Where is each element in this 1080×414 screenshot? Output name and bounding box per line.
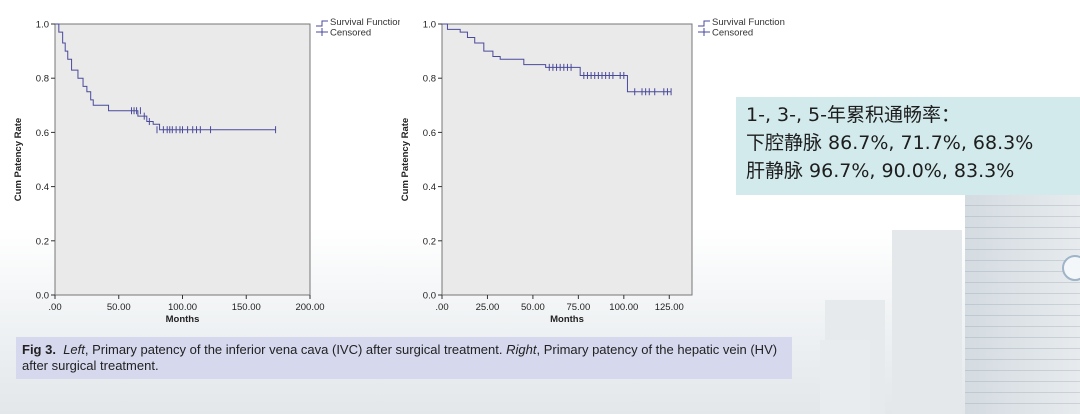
background-building	[820, 340, 870, 414]
background-building	[965, 185, 1080, 414]
caption-text-right: , Primary patency of the hepatic vein (H…	[22, 342, 778, 373]
x-tick-label: 100.00	[168, 302, 197, 313]
summary-ivc-rates: 下腔静脉 86.7%, 71.7%, 68.3%	[746, 132, 1034, 154]
x-tick-label: 50.00	[107, 302, 131, 313]
y-axis-title: Cum Patency Rate	[13, 118, 24, 201]
figure-caption: Fig 3. Left, Primary patency of the infe…	[16, 337, 792, 379]
y-tick-label: 0.6	[423, 128, 436, 139]
y-tick-label: 1.0	[36, 20, 49, 31]
y-tick-label: 0.6	[36, 128, 49, 139]
y-tick-label: 0.8	[423, 74, 436, 85]
summary-title: 1-, 3-, 5-年累积通畅率：	[746, 104, 960, 126]
y-axis-title: Cum Patency Rate	[400, 118, 411, 201]
x-tick-label: 50.00	[521, 302, 545, 313]
building-windows	[965, 185, 1080, 414]
patency-summary-box: 1-, 3-, 5-年累积通畅率： 下腔静脉 86.7%, 71.7%, 68.…	[736, 97, 1080, 195]
y-tick-label: 0.4	[36, 182, 49, 193]
y-tick-label: 0.2	[36, 236, 49, 247]
legend-survival-label: Survival Function	[330, 17, 400, 28]
x-tick-label: 150.00	[232, 302, 261, 313]
x-tick-label: 25.00	[476, 302, 500, 313]
survival-curve	[442, 23, 672, 93]
caption-right-word: Right	[506, 342, 537, 357]
y-tick-label: 0.4	[423, 182, 436, 193]
plot-area	[54, 23, 311, 296]
background-building	[892, 230, 962, 414]
legend-survival-swatch	[316, 20, 328, 27]
y-tick-label: 0.0	[423, 291, 436, 302]
x-axis-title: Months	[166, 314, 200, 325]
x-tick-label: 100.00	[609, 302, 638, 313]
y-tick-label: 0.2	[423, 236, 436, 247]
y-tick-label: 1.0	[423, 20, 436, 31]
y-tick-label: 0.8	[36, 74, 49, 85]
summary-hv-rates: 肝静脉 96.7%, 90.0%, 83.3%	[746, 160, 1015, 182]
figure-label: Fig 3.	[22, 342, 56, 357]
x-tick-label: 200.00	[295, 302, 324, 313]
x-tick-label: 125.00	[655, 302, 684, 313]
x-tick-label: .00	[48, 302, 61, 313]
legend-survival-label: Survival Function	[712, 17, 785, 28]
x-tick-label: 75.00	[566, 302, 590, 313]
survival-curve	[55, 23, 276, 131]
y-tick-label: 0.0	[36, 291, 49, 302]
legend-survival-swatch	[698, 20, 710, 27]
x-tick-label: .00	[435, 302, 448, 313]
legend-censored-label: Censored	[712, 28, 753, 39]
x-axis-title: Months	[550, 314, 584, 325]
ivc-patency-chart: 0.0 0.2 0.4 0.6 0.8 1.0 .00 50.00 100.00 150.00 20…	[13, 17, 400, 325]
legend-censored-label: Censored	[330, 28, 371, 39]
nav-circle-icon[interactable]	[1062, 255, 1080, 281]
caption-text-left: , Primary patency of the inferior vena c…	[84, 342, 507, 357]
caption-left-word: Left	[63, 342, 85, 357]
hv-patency-chart: 0.0 0.2 0.4 0.6 0.8 1.0 .00 25.00 50.00 75.00 100.…	[400, 17, 785, 325]
